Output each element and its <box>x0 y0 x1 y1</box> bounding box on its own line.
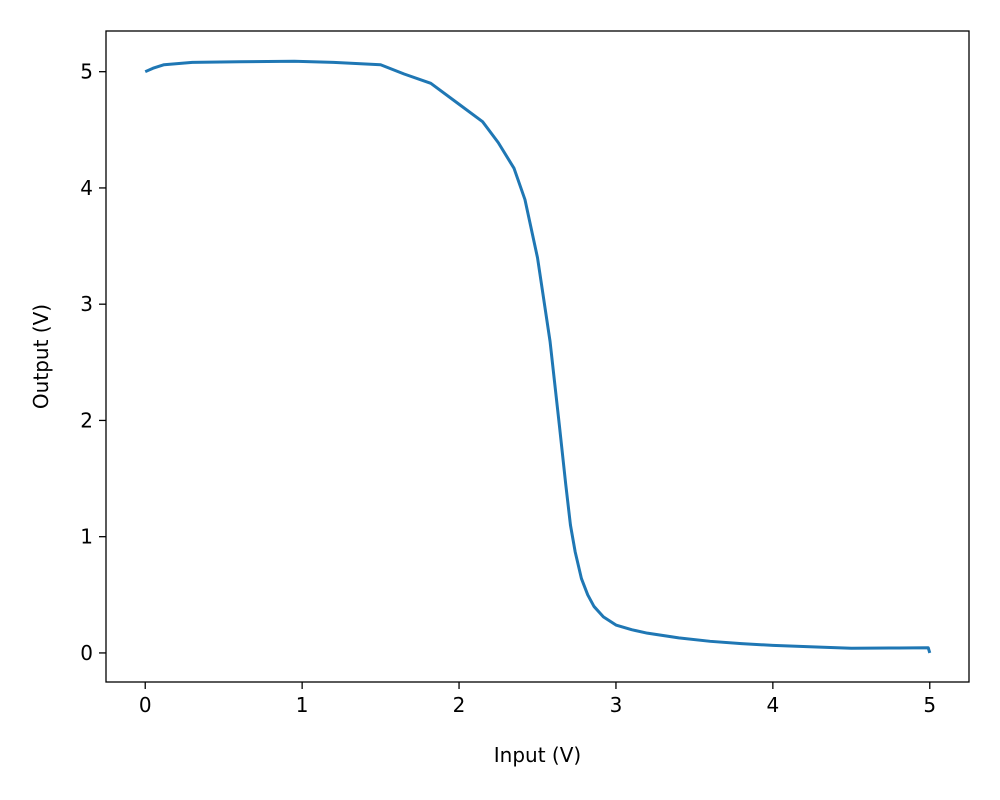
y-tick-label: 3 <box>80 292 93 316</box>
x-tick-label: 3 <box>610 693 623 717</box>
y-tick-label: 1 <box>80 525 93 549</box>
x-axis-label: Input (V) <box>494 743 581 767</box>
x-tick-label: 0 <box>139 693 152 717</box>
x-axis-ticks: 0 1 2 3 4 5 <box>139 682 936 717</box>
series-line-0 <box>144 59 932 654</box>
x-tick-label: 1 <box>296 693 309 717</box>
series-layer <box>144 59 932 654</box>
x-tick-label: 4 <box>766 693 779 717</box>
x-tick-label: 2 <box>453 693 466 717</box>
y-axis-label: Output (V) <box>29 304 53 409</box>
y-tick-label: 0 <box>80 641 93 665</box>
y-tick-label: 2 <box>80 408 93 432</box>
plot-area <box>106 31 969 682</box>
y-tick-label: 5 <box>80 60 93 84</box>
y-tick-label: 4 <box>80 176 93 200</box>
y-axis-ticks: 0 1 2 3 4 5 <box>80 60 106 665</box>
x-tick-label: 5 <box>923 693 936 717</box>
plot-frame <box>105 30 970 683</box>
